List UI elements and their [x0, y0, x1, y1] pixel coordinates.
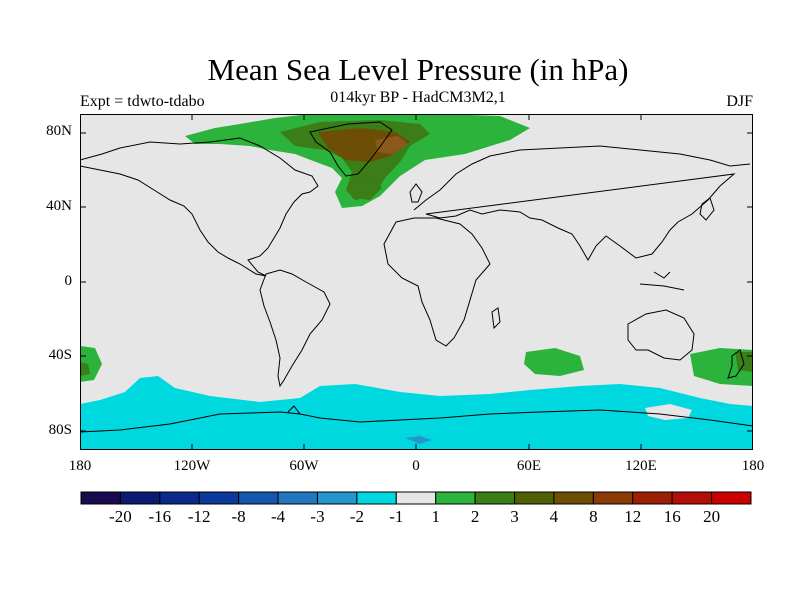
colorbar-swatch [198, 491, 240, 505]
lat-label-80n: 80N [46, 123, 72, 139]
coast-new-zealand [727, 349, 745, 379]
colorbar-label: -8 [231, 507, 246, 526]
contour-negative-southern-ocean [80, 376, 753, 450]
colorbar-swatch [711, 491, 752, 505]
contour-positive-nz-olive [735, 352, 753, 372]
colorbar-swatch [277, 491, 318, 505]
experiment-label: Expt = tdwto-tdabo [80, 93, 205, 110]
colorbar-swatch [553, 491, 594, 505]
map-ticks [80, 114, 753, 450]
colorbar-label: -3 [310, 507, 325, 526]
colorbar-swatch [395, 491, 437, 505]
coast-australia [627, 309, 695, 361]
coast-africa [383, 217, 491, 347]
colorbar-swatch [592, 491, 634, 505]
coastlines [80, 121, 753, 433]
contour-positive-south-indian [524, 348, 584, 376]
coast-north-america [80, 137, 319, 277]
colorbar-label: 1 [431, 507, 440, 526]
coast-madagascar [491, 307, 501, 330]
contour-positive-atlantic-olive [352, 176, 382, 200]
lat-label-80s: 80S [48, 422, 72, 438]
colorbar-swatch [238, 491, 279, 505]
lat-label-0: 0 [64, 273, 73, 289]
colorbar-label: -4 [271, 507, 286, 526]
lon-label-120e: 120E [625, 458, 657, 474]
colorbar-label: -1 [389, 507, 404, 526]
colorbar-swatch [514, 491, 555, 505]
colorbar-swatch [474, 491, 516, 505]
colorbar-swatch [159, 491, 200, 505]
contour-positive-southeast-pacific-olive [80, 362, 90, 376]
colorbar-swatch [435, 491, 476, 505]
colorbar-swatch [671, 491, 713, 505]
lon-label-120w: 120W [173, 458, 211, 474]
colorbar-label: 16 [663, 507, 681, 526]
coast-europe-asia [413, 145, 751, 262]
coast-japan [699, 197, 715, 221]
colorbar-swatch [316, 491, 358, 505]
lon-label-180e: 180 [741, 458, 765, 474]
colorbar [80, 491, 752, 505]
pressure-map [80, 114, 753, 450]
colorbar-label: 20 [703, 507, 721, 526]
colorbar-label: 8 [589, 507, 598, 526]
coast-greenland [309, 121, 393, 177]
colorbar-label: 12 [624, 507, 642, 526]
colorbar-swatch [80, 491, 121, 505]
coast-indonesia [639, 271, 685, 291]
lon-label-60e: 60E [516, 458, 542, 474]
colorbar-swatch [632, 491, 673, 505]
lon-label-60w: 60W [289, 458, 319, 474]
colorbar-label: -12 [187, 507, 211, 526]
colorbar-label: -20 [109, 507, 132, 526]
lat-label-40n: 40N [46, 198, 72, 214]
colorbar-label: 3 [510, 507, 519, 526]
chart-title: Mean Sea Level Pressure (in hPa) [207, 52, 629, 87]
coast-south-america [259, 269, 331, 388]
colorbar-swatch [119, 491, 161, 505]
colorbar-swatch [356, 491, 397, 505]
season-label: DJF [726, 93, 753, 110]
colorbar-label: -2 [349, 507, 364, 526]
lon-label-180w: 180 [68, 458, 92, 474]
contour-negative-weddell-medium [405, 436, 432, 444]
colorbar-label: 2 [470, 507, 480, 526]
coast-antarctic-peninsula [287, 405, 301, 415]
colorbar-label: -16 [148, 507, 172, 526]
contour-positive-arctic-core [375, 136, 408, 154]
coast-uk [409, 183, 423, 203]
coast-antarctica [80, 409, 753, 433]
chart-subtitle: 014kyr BP - HadCM3M2,1 [330, 89, 506, 106]
colorbar-label: 4 [549, 507, 559, 526]
lon-label-0: 0 [412, 458, 420, 474]
lat-label-40s: 40S [48, 347, 72, 363]
